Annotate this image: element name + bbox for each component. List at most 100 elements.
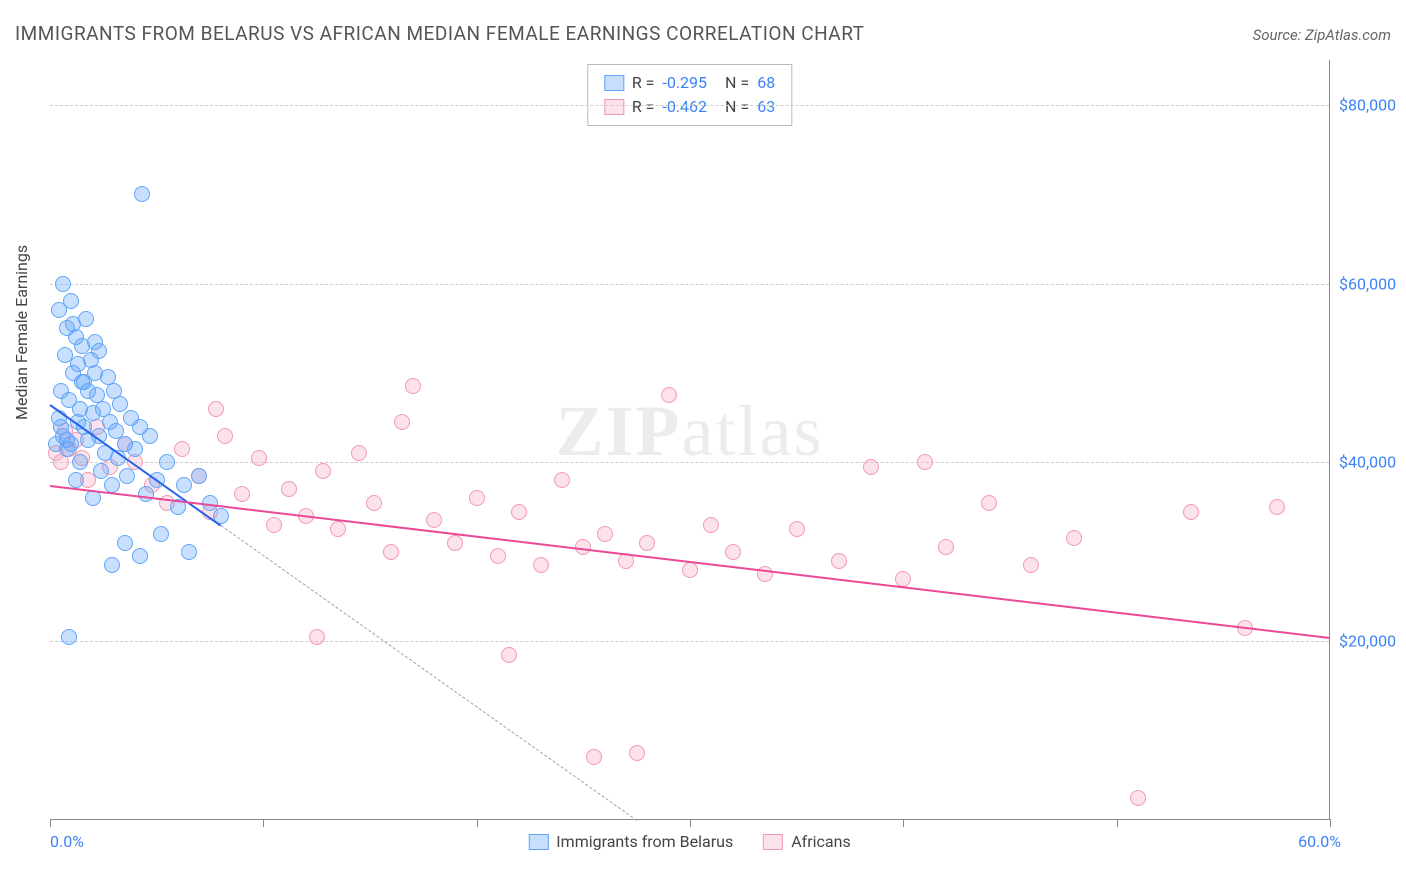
data-point [142, 428, 158, 444]
r-value-africans: -0.462 [662, 95, 707, 119]
data-point [104, 557, 120, 573]
y-tick-label: $80,000 [1339, 95, 1406, 114]
data-point [511, 504, 527, 520]
data-point [51, 302, 67, 318]
data-point [1269, 499, 1285, 515]
r-value-belarus: -0.295 [662, 71, 707, 95]
data-point [725, 544, 741, 560]
data-point [104, 477, 120, 493]
y-axis-label: Median Female Earnings [12, 245, 31, 420]
x-tick [690, 819, 691, 827]
data-point [134, 186, 150, 202]
data-point [119, 468, 135, 484]
data-point [208, 401, 224, 417]
data-point [127, 441, 143, 457]
data-point [533, 557, 549, 573]
n-label: N = [725, 95, 749, 119]
legend-row-africans: R = -0.462 N = 63 [604, 95, 775, 119]
data-point [181, 544, 197, 560]
data-point [554, 472, 570, 488]
n-label: N = [725, 71, 749, 95]
correlation-legend-box: R = -0.295 N = 68 R = -0.462 N = 63 [587, 64, 792, 126]
r-label: R = [632, 95, 655, 119]
data-point [138, 486, 154, 502]
data-point [661, 387, 677, 403]
data-point [59, 432, 75, 448]
x-axis-max-label: 60.0% [1298, 832, 1341, 851]
r-label: R = [632, 71, 655, 95]
legend-item-belarus: Immigrants from Belarus [528, 832, 733, 851]
data-point [315, 463, 331, 479]
watermark: ZIPatlas [556, 390, 824, 473]
y-tick-label: $40,000 [1339, 453, 1406, 472]
gridline [50, 284, 1329, 285]
data-point [366, 495, 382, 511]
data-point [490, 548, 506, 564]
data-point [174, 441, 190, 457]
data-point [159, 454, 175, 470]
legend-label: Immigrants from Belarus [556, 832, 733, 851]
data-point [351, 445, 367, 461]
data-point [132, 548, 148, 564]
data-point [76, 374, 92, 390]
data-point [72, 454, 88, 470]
data-point [938, 539, 954, 555]
scatter-plot-area: ZIPatlas R = -0.295 N = 68 R = -0.462 N … [50, 60, 1330, 820]
data-point [1183, 504, 1199, 520]
swatch-icon [604, 75, 624, 91]
data-point [586, 749, 602, 765]
swatch-icon [604, 99, 624, 115]
data-point [469, 490, 485, 506]
x-axis-min-label: 0.0% [50, 832, 84, 851]
n-value-belarus: 68 [757, 71, 775, 95]
data-point [330, 521, 346, 537]
data-point [405, 378, 421, 394]
data-point [234, 486, 250, 502]
data-point [1130, 790, 1146, 806]
chart-title: IMMIGRANTS FROM BELARUS VS AFRICAN MEDIA… [15, 22, 865, 45]
data-point [281, 481, 297, 497]
data-point [1023, 557, 1039, 573]
legend-item-africans: Africans [763, 832, 850, 851]
data-point [68, 472, 84, 488]
x-tick [477, 819, 478, 827]
swatch-icon [528, 834, 548, 850]
data-point [55, 276, 71, 292]
x-tick [263, 819, 264, 827]
series-legend: Immigrants from Belarus Africans [528, 832, 850, 851]
data-point [917, 454, 933, 470]
data-point [682, 562, 698, 578]
data-point [266, 517, 282, 533]
x-tick [1117, 819, 1118, 827]
source-attribution: Source: ZipAtlas.com [1253, 26, 1391, 44]
trend-line [50, 485, 1330, 639]
data-point [831, 553, 847, 569]
data-point [176, 477, 192, 493]
data-point [309, 629, 325, 645]
legend-row-belarus: R = -0.295 N = 68 [604, 71, 775, 95]
trend-line [220, 525, 637, 821]
x-tick [1330, 819, 1331, 827]
gridline [50, 462, 1329, 463]
data-point [87, 334, 103, 350]
n-value-africans: 63 [757, 95, 775, 119]
data-point [501, 647, 517, 663]
data-point [597, 526, 613, 542]
data-point [447, 535, 463, 551]
data-point [639, 535, 655, 551]
legend-label: Africans [791, 832, 850, 851]
data-point [629, 745, 645, 761]
data-point [895, 571, 911, 587]
data-point [394, 414, 410, 430]
data-point [191, 468, 207, 484]
y-tick-label: $20,000 [1339, 632, 1406, 651]
swatch-icon [763, 834, 783, 850]
data-point [153, 526, 169, 542]
data-point [703, 517, 719, 533]
gridline [50, 641, 1329, 642]
data-point [251, 450, 267, 466]
gridline [50, 105, 1329, 106]
data-point [217, 428, 233, 444]
data-point [863, 459, 879, 475]
data-point [117, 535, 133, 551]
